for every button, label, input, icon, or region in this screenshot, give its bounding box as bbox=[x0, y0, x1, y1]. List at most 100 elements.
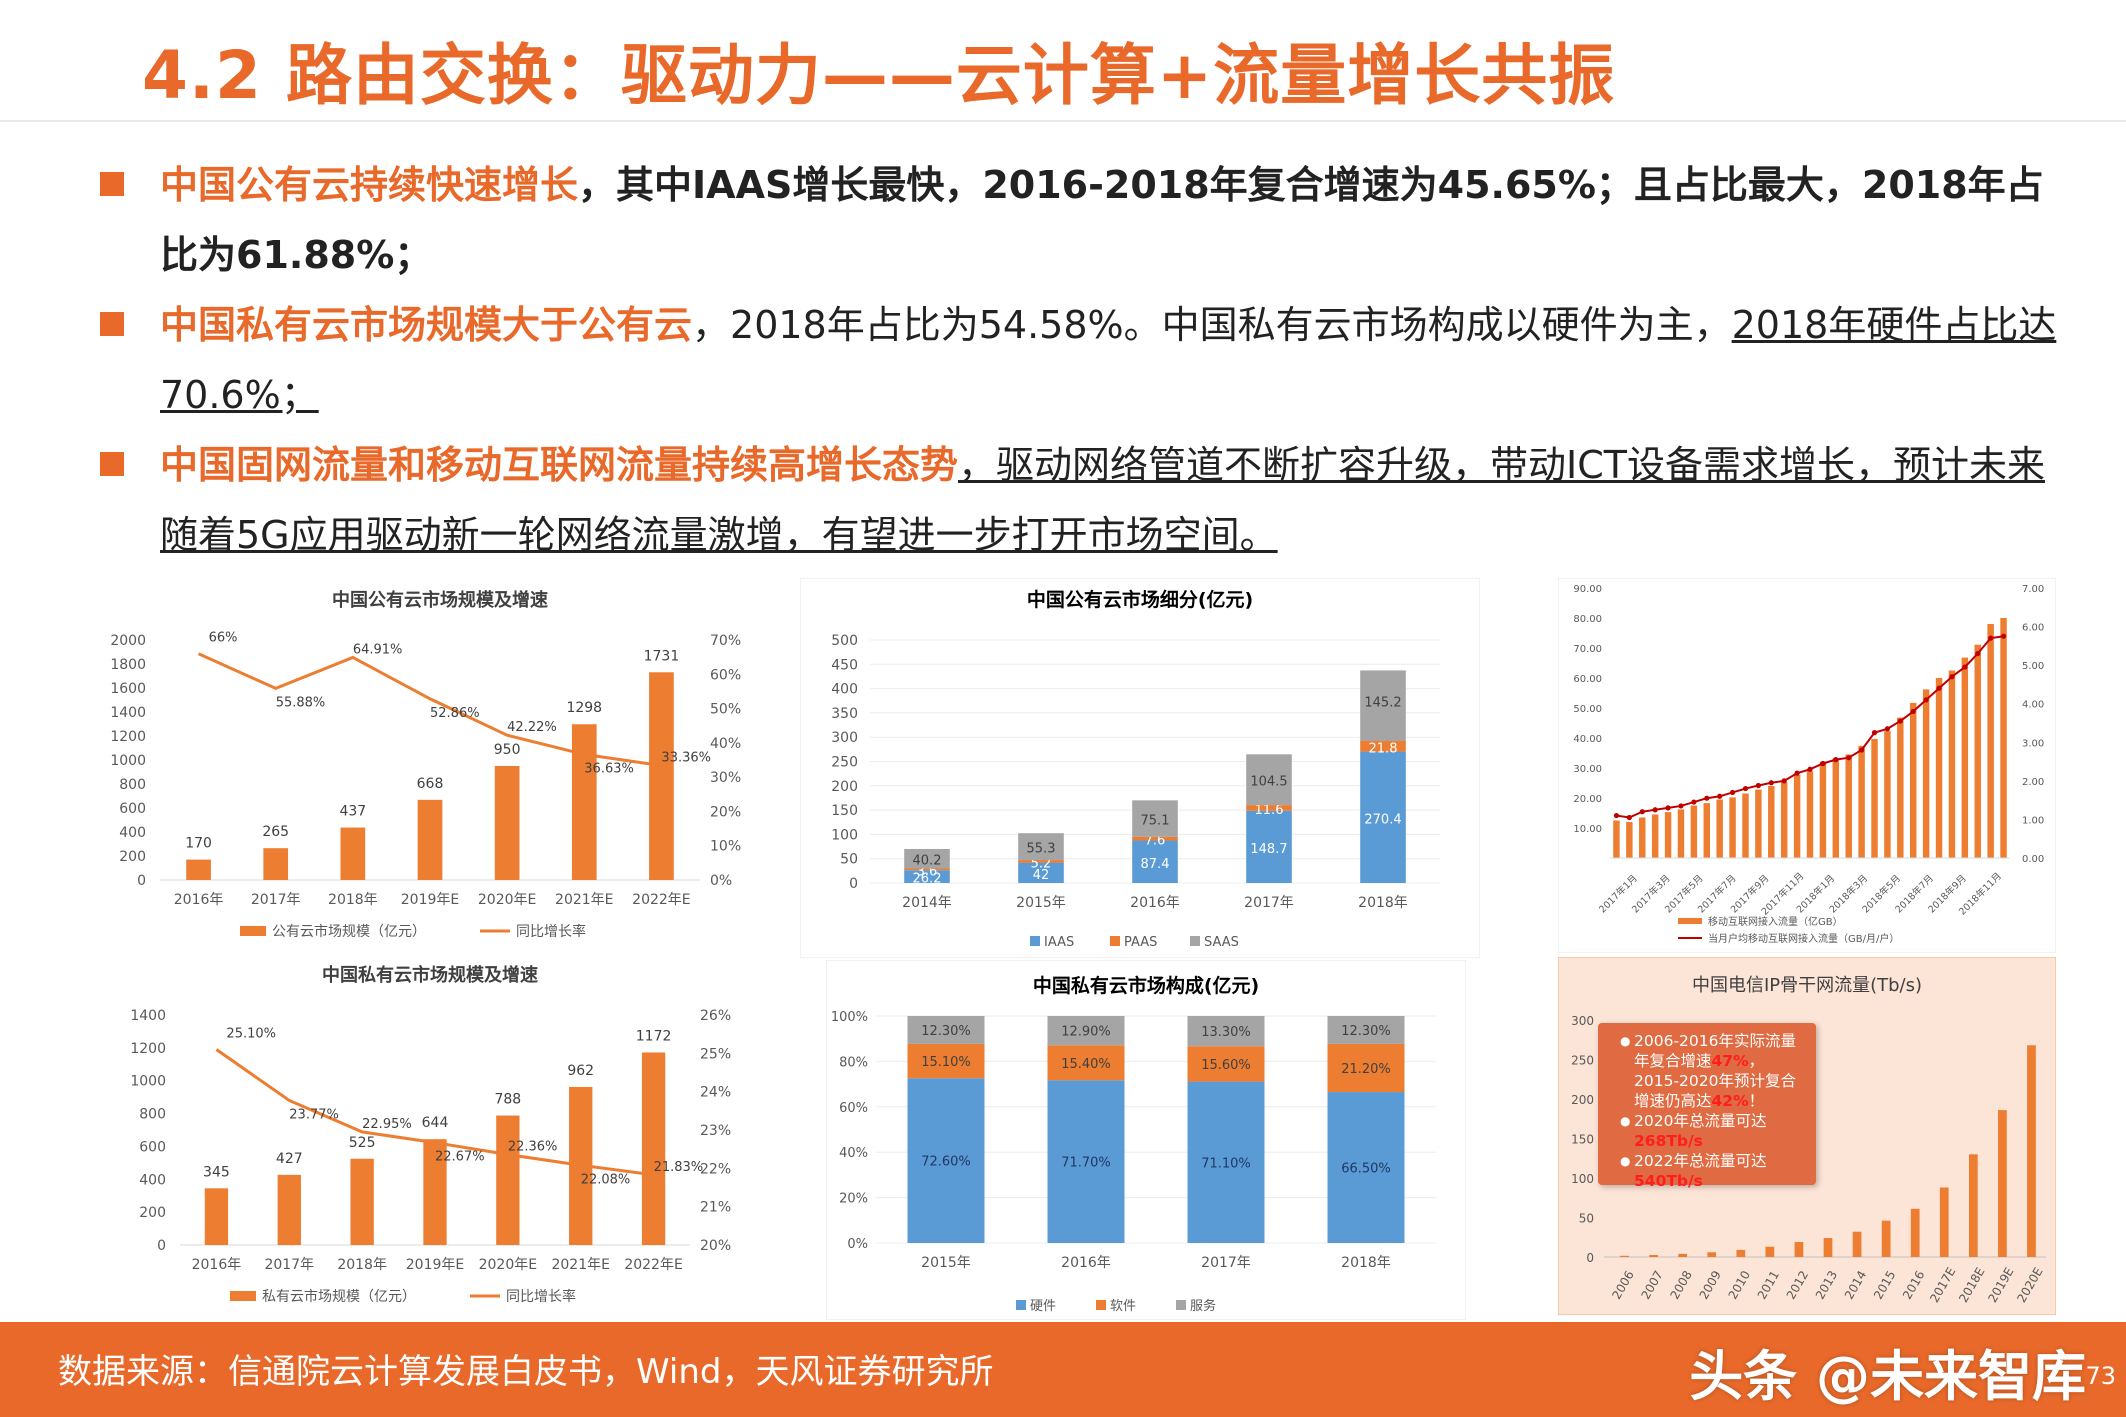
segment-value-label: 12.90% bbox=[1061, 1025, 1111, 1040]
y-tick-label: 50 bbox=[840, 852, 858, 868]
line-point bbox=[1936, 685, 1942, 691]
chart-frame bbox=[1558, 578, 2056, 953]
line-value-label: 22.08% bbox=[581, 1172, 631, 1187]
segment-value-label: 12.30% bbox=[1341, 1024, 1391, 1039]
y-tick-label: 90.00 bbox=[1573, 584, 1602, 595]
chart-title: 中国电信IP骨干网流量(Tb/s) bbox=[1692, 975, 1922, 996]
bar bbox=[641, 1052, 666, 1245]
bar bbox=[1858, 745, 1865, 858]
bar bbox=[496, 1115, 520, 1245]
y2-tick-label: 4.00 bbox=[2022, 700, 2044, 711]
title-divider bbox=[0, 120, 2126, 122]
bar bbox=[1819, 762, 1827, 858]
chart-private-cloud-scale-svg: 中国私有云市场规模及增速 0 200 400 600 800 1000 1200 1400 20%… bbox=[130, 964, 731, 1305]
bar-segment bbox=[1132, 840, 1178, 883]
y-tick-label: 400 bbox=[119, 825, 146, 841]
legend-label: PAAS bbox=[1124, 935, 1157, 950]
legend-swatch bbox=[1678, 918, 1702, 924]
line-value-label: 36.63% bbox=[584, 761, 634, 776]
line-point bbox=[1665, 805, 1671, 811]
bullet-item: 中国固网流量和移动互联网流量持续高增长态势，驱动网络管道不断扩容升级，带动ICT… bbox=[100, 430, 2060, 570]
bar bbox=[1845, 754, 1852, 858]
bar-segment bbox=[904, 848, 950, 869]
bar bbox=[1968, 1154, 1978, 1257]
x-tick-label: 2015年 bbox=[921, 1255, 971, 1271]
bar bbox=[186, 859, 211, 880]
bar bbox=[1897, 717, 1904, 858]
square-bullet-icon bbox=[100, 312, 124, 336]
legend-label: 私有云市场规模（亿元） bbox=[262, 1288, 416, 1305]
line-point bbox=[1975, 650, 1981, 657]
bar-segment bbox=[1327, 1016, 1405, 1044]
y2-tick-label: 70% bbox=[710, 633, 741, 649]
bar bbox=[204, 1188, 229, 1245]
bar-segment bbox=[904, 868, 950, 871]
x-tick-label: 2018年 bbox=[1341, 1255, 1391, 1271]
y-tick-label: 250 bbox=[1571, 1054, 1594, 1068]
line-value-label: 22.95% bbox=[362, 1117, 412, 1132]
line-value-label: 21.83% bbox=[654, 1160, 704, 1175]
segment-value-label: 42 bbox=[1033, 868, 1050, 883]
bar-segment bbox=[1132, 800, 1178, 837]
segment-value-label: 21.8 bbox=[1369, 741, 1398, 756]
bar bbox=[1974, 644, 1981, 858]
bar bbox=[1651, 814, 1659, 858]
bar bbox=[1678, 1253, 1688, 1257]
bar bbox=[1948, 670, 1956, 858]
bar-segment bbox=[1360, 740, 1406, 752]
segment-value-label: 148.7 bbox=[1250, 842, 1287, 857]
segment-value-label: 15.10% bbox=[921, 1055, 971, 1070]
bar-segment bbox=[1132, 836, 1178, 841]
x-tick-label: 2018年 bbox=[328, 892, 378, 908]
segment-value-label: 145.2 bbox=[1364, 695, 1401, 710]
bar-value-label: 1731 bbox=[644, 648, 680, 664]
bar bbox=[1649, 1255, 1658, 1257]
legend-swatch bbox=[1110, 936, 1120, 946]
watermark: 头条 @未来智库 bbox=[1689, 1345, 2086, 1408]
segment-value-label: 55.3 bbox=[1027, 842, 1056, 857]
y2-tick-label: 50% bbox=[710, 702, 741, 718]
segment-value-label: 87.4 bbox=[1141, 857, 1170, 872]
bar bbox=[2000, 618, 2007, 858]
y-tick-label: 1200 bbox=[130, 1041, 166, 1057]
bar-segment bbox=[1018, 833, 1064, 861]
line-point bbox=[1678, 803, 1684, 809]
bar bbox=[1690, 805, 1698, 858]
legend-swatch bbox=[240, 926, 266, 936]
bar-segment bbox=[1360, 670, 1406, 741]
segment-value-label: 71.70% bbox=[1061, 1156, 1111, 1171]
x-tick-label: 2021年E bbox=[551, 1257, 609, 1273]
y2-tick-label: 20% bbox=[700, 1238, 731, 1254]
bullet-text: ，其中IAAS增长最快，2016-2018年复合增速为45.65%；且占比最大，… bbox=[160, 163, 2044, 277]
x-tick-label: 2017年 bbox=[251, 892, 301, 908]
y-tick-label: 80.00 bbox=[1573, 614, 1602, 625]
line-value-label: 55.88% bbox=[276, 695, 326, 710]
x-tick-label: 2017年 bbox=[1244, 895, 1294, 911]
x-tick-label: 2016年 bbox=[1130, 895, 1180, 911]
bar bbox=[1664, 812, 1672, 858]
segment-value-label: 66.50% bbox=[1341, 1162, 1391, 1177]
segment-value-label: 270.4 bbox=[1364, 812, 1401, 827]
y-tick-label: 1400 bbox=[110, 705, 146, 721]
bar bbox=[1961, 657, 1969, 858]
y2-tick-label: 7.00 bbox=[2022, 584, 2044, 595]
legend-swatch bbox=[1030, 936, 1040, 946]
line-point bbox=[1820, 760, 1826, 767]
y-tick-label: 20% bbox=[839, 1192, 868, 1207]
bar-segment bbox=[904, 870, 950, 883]
y-tick-label: 0 bbox=[849, 876, 858, 892]
y-tick-label: 800 bbox=[139, 1107, 166, 1123]
segment-value-label: 71.10% bbox=[1201, 1156, 1251, 1171]
chart-private-cloud-composition-svg: 中国私有云市场构成(亿元) 0% 20% 40% 60% 80% 100% 72.60% 15.… bbox=[826, 960, 1466, 1320]
bar-segment bbox=[1246, 810, 1292, 883]
chart-private-cloud-composition: 中国私有云市场构成(亿元) 0% 20% 40% 60% 80% 100% 72.60% 15.… bbox=[826, 960, 1466, 1320]
y-tick-label: 100 bbox=[831, 827, 858, 843]
chart-public-cloud-segments: 中国公有云市场细分(亿元) 0 50 100 150 200 250 300 350 400 450… bbox=[800, 578, 1480, 958]
note-line: 2022年总流量可达540Tb/s bbox=[1620, 1151, 1806, 1191]
growth-line bbox=[197, 652, 662, 768]
y-tick-label: 200 bbox=[1571, 1093, 1594, 1107]
chart-public-cloud-segments-svg: 中国公有云市场细分(亿元) 0 50 100 150 200 250 300 350 400 450… bbox=[800, 578, 1480, 958]
y-tick-label: 350 bbox=[831, 706, 858, 722]
y2-tick-label: 10% bbox=[710, 839, 741, 855]
line-point bbox=[1846, 755, 1852, 761]
